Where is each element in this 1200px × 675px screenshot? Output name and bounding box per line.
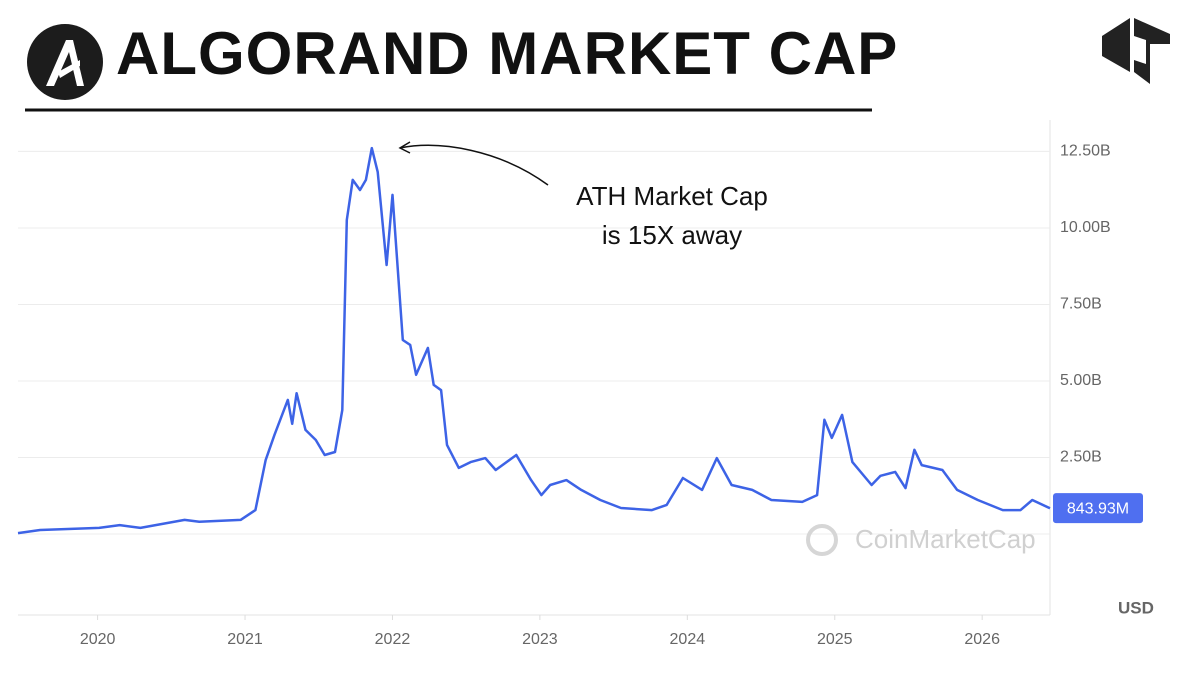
algorand-glyph <box>46 40 84 86</box>
y-tick-label: 2.50B <box>1060 449 1102 466</box>
x-tick-label: 2024 <box>670 631 706 648</box>
algorand-logo <box>27 24 103 100</box>
y-tick-label: 7.50B <box>1060 296 1102 313</box>
y-tick-label: 5.00B <box>1060 372 1102 389</box>
y-tick-label: 12.50B <box>1060 143 1111 160</box>
x-tick-label: 2023 <box>522 631 558 648</box>
x-tick-label: 2021 <box>227 631 263 648</box>
annotation-line: is 15X away <box>602 220 742 250</box>
unit-label: USD <box>1118 598 1154 617</box>
current-value-label: 843.93M <box>1067 500 1129 517</box>
watermark-icon <box>806 524 838 556</box>
annotation-arrow <box>399 144 549 186</box>
chart-title: ALGORAND MARKET CAP <box>116 20 898 87</box>
price-line <box>17 146 1051 535</box>
annotation-line: ATH Market Cap <box>576 181 768 211</box>
y-tick-label: 10.00B <box>1060 219 1111 236</box>
current-value-badge <box>1053 493 1143 524</box>
x-tick-label: 2020 <box>80 631 116 648</box>
x-tick-label: 2026 <box>964 631 1000 648</box>
annotation-arrowhead <box>398 141 411 154</box>
watermark: CoinMarketCap <box>855 524 1036 554</box>
x-tick-label: 2025 <box>817 631 853 648</box>
brand-logo <box>1102 18 1170 84</box>
x-tick-label: 2022 <box>375 631 411 648</box>
